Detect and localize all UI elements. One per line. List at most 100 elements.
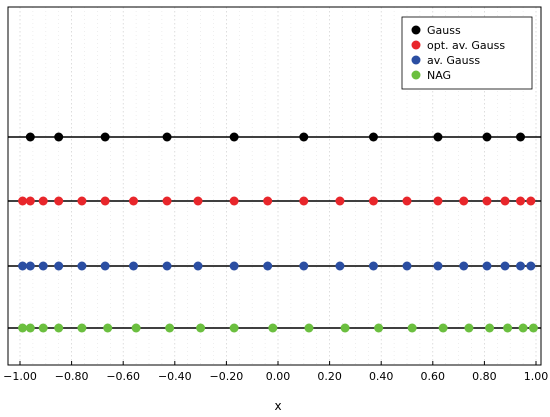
data-point bbox=[25, 261, 35, 271]
data-point bbox=[485, 323, 495, 333]
x-tick-label: 0.80 bbox=[472, 370, 497, 383]
data-point bbox=[54, 323, 64, 333]
data-point bbox=[18, 196, 28, 206]
x-tick-label: −0.20 bbox=[210, 370, 244, 383]
data-point bbox=[38, 196, 48, 206]
data-point bbox=[38, 261, 48, 271]
data-point bbox=[54, 132, 64, 142]
data-point bbox=[229, 261, 239, 271]
data-point bbox=[516, 132, 526, 142]
data-point bbox=[129, 261, 139, 271]
data-point bbox=[299, 132, 309, 142]
data-point bbox=[299, 196, 309, 206]
series-1 bbox=[8, 196, 541, 206]
data-point bbox=[100, 196, 110, 206]
data-point bbox=[368, 132, 378, 142]
data-point bbox=[103, 323, 113, 333]
data-point bbox=[482, 132, 492, 142]
data-point bbox=[193, 196, 203, 206]
data-point bbox=[77, 196, 87, 206]
plot-area bbox=[7, 6, 542, 366]
x-tick-label: −0.80 bbox=[55, 370, 89, 383]
data-point bbox=[402, 196, 412, 206]
data-point bbox=[503, 323, 513, 333]
data-point bbox=[402, 261, 412, 271]
legend-entry: Gauss bbox=[427, 24, 461, 37]
data-point bbox=[526, 261, 536, 271]
data-point bbox=[25, 132, 35, 142]
legend-marker bbox=[411, 40, 421, 50]
data-point bbox=[129, 196, 139, 206]
data-point bbox=[131, 323, 141, 333]
data-point bbox=[25, 323, 35, 333]
data-point bbox=[335, 196, 345, 206]
legend-entry: opt. av. Gauss bbox=[427, 39, 505, 52]
x-axis-ticks: −1.00 −0.80 −0.60 −0.40 −0.20 0.00 0.20 0.40 0.6… bbox=[3, 361, 548, 383]
x-tick-label: 1.00 bbox=[524, 370, 549, 383]
legend-marker bbox=[411, 70, 421, 80]
data-point bbox=[77, 261, 87, 271]
series-3 bbox=[8, 323, 541, 333]
data-point bbox=[464, 323, 474, 333]
x-tick-label: −0.40 bbox=[158, 370, 192, 383]
data-point bbox=[407, 323, 417, 333]
data-point bbox=[518, 323, 528, 333]
data-point bbox=[299, 261, 309, 271]
data-point bbox=[335, 261, 345, 271]
series-2 bbox=[8, 261, 541, 271]
data-point bbox=[18, 261, 28, 271]
data-point bbox=[368, 196, 378, 206]
data-point bbox=[516, 196, 526, 206]
data-point bbox=[340, 323, 350, 333]
data-point bbox=[229, 132, 239, 142]
x-tick-label: −0.60 bbox=[106, 370, 140, 383]
data-point bbox=[433, 132, 443, 142]
data-point bbox=[459, 261, 469, 271]
data-point bbox=[162, 261, 172, 271]
data-point bbox=[500, 196, 510, 206]
x-tick-label: 0.60 bbox=[421, 370, 446, 383]
data-point bbox=[54, 261, 64, 271]
data-point bbox=[25, 196, 35, 206]
x-tick-label: −1.00 bbox=[3, 370, 37, 383]
data-point bbox=[193, 261, 203, 271]
data-point bbox=[482, 261, 492, 271]
data-point bbox=[433, 261, 443, 271]
data-point bbox=[516, 261, 526, 271]
data-point bbox=[528, 323, 538, 333]
data-point bbox=[100, 132, 110, 142]
data-point bbox=[100, 261, 110, 271]
data-point bbox=[500, 261, 510, 271]
data-point bbox=[18, 323, 28, 333]
data-point bbox=[229, 196, 239, 206]
legend-box bbox=[401, 16, 533, 90]
legend: Gauss opt. av. Gauss av. Gauss NAG bbox=[401, 16, 533, 90]
data-point bbox=[433, 196, 443, 206]
series-0 bbox=[8, 132, 541, 142]
legend-marker bbox=[411, 25, 421, 35]
data-point bbox=[196, 323, 206, 333]
data-point bbox=[54, 196, 64, 206]
data-point bbox=[374, 323, 384, 333]
data-point bbox=[268, 323, 278, 333]
x-tick-label: 0.40 bbox=[369, 370, 394, 383]
data-point bbox=[459, 196, 469, 206]
series-layer bbox=[8, 132, 541, 333]
x-axis-label: x bbox=[274, 399, 281, 413]
data-point bbox=[263, 196, 273, 206]
legend-entry: av. Gauss bbox=[427, 54, 480, 67]
data-point bbox=[482, 196, 492, 206]
data-point bbox=[162, 132, 172, 142]
data-point bbox=[38, 323, 48, 333]
data-point bbox=[263, 261, 273, 271]
data-point bbox=[165, 323, 175, 333]
x-tick-label: 0.00 bbox=[266, 370, 291, 383]
data-point bbox=[229, 323, 239, 333]
data-point bbox=[77, 323, 87, 333]
x-tick-label: 0.20 bbox=[317, 370, 342, 383]
data-point bbox=[526, 196, 536, 206]
data-point bbox=[304, 323, 314, 333]
data-point bbox=[438, 323, 448, 333]
data-point bbox=[162, 196, 172, 206]
